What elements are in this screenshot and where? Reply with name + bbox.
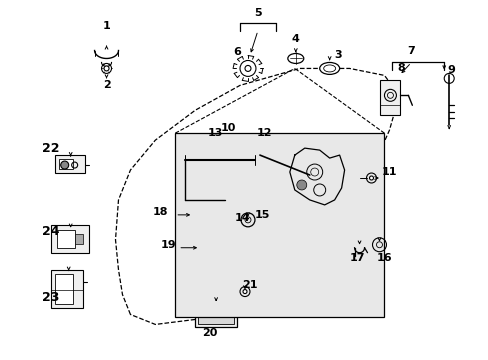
Circle shape	[104, 66, 109, 71]
Circle shape	[243, 289, 246, 293]
Text: 21: 21	[242, 280, 257, 289]
Circle shape	[369, 176, 373, 180]
Text: 1: 1	[102, 21, 110, 31]
Text: 22: 22	[42, 141, 60, 155]
Bar	[198, 305, 234, 324]
Text: 18: 18	[152, 207, 168, 217]
Circle shape	[61, 161, 68, 169]
Bar	[380, 80, 400, 115]
Text: 23: 23	[42, 291, 60, 304]
Text: 14: 14	[234, 213, 249, 223]
Bar	[175, 133, 384, 318]
Bar	[197, 207, 221, 221]
Bar	[57, 230, 75, 248]
Text: 17: 17	[349, 253, 365, 263]
Text: 10: 10	[220, 123, 235, 133]
Text: 13: 13	[207, 128, 223, 138]
Ellipse shape	[319, 62, 339, 75]
Text: 15: 15	[254, 210, 269, 220]
Bar	[193, 203, 227, 225]
Text: 12: 12	[257, 128, 272, 138]
Text: 20: 20	[202, 328, 217, 338]
Circle shape	[296, 180, 306, 190]
Text: 19: 19	[160, 240, 176, 250]
Text: 16: 16	[376, 253, 391, 263]
Bar	[51, 270, 82, 307]
Bar	[55, 155, 84, 173]
Bar	[195, 302, 237, 328]
Bar	[75, 234, 82, 244]
Ellipse shape	[287, 54, 303, 63]
Bar	[59, 159, 73, 169]
Bar	[51, 225, 88, 253]
Text: 8: 8	[397, 63, 405, 73]
Text: 9: 9	[447, 66, 454, 76]
Ellipse shape	[258, 209, 285, 247]
Text: 5: 5	[254, 8, 261, 18]
Text: 3: 3	[333, 50, 341, 60]
Ellipse shape	[201, 242, 219, 253]
Ellipse shape	[263, 213, 280, 237]
Text: 24: 24	[42, 225, 60, 238]
Text: 11: 11	[381, 167, 396, 177]
Text: 2: 2	[102, 80, 110, 90]
Text: 4: 4	[291, 33, 299, 44]
Circle shape	[244, 66, 250, 71]
Ellipse shape	[323, 65, 335, 72]
Bar	[55, 274, 73, 303]
Text: 6: 6	[233, 48, 241, 58]
Text: 7: 7	[407, 45, 414, 55]
